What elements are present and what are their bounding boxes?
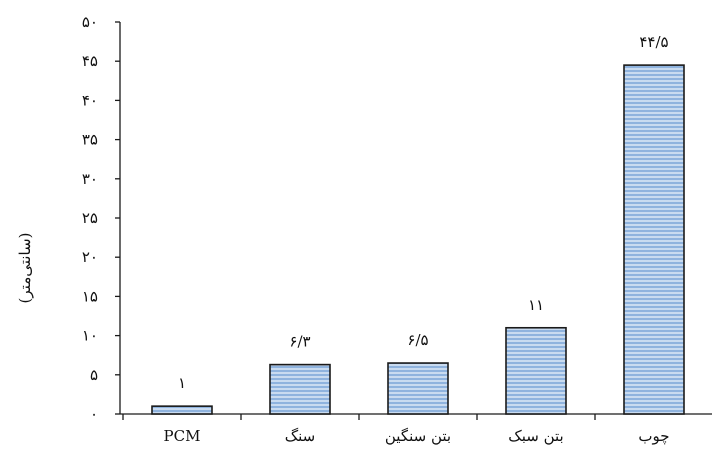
y-tick-label: ۲۵: [82, 209, 98, 227]
x-tick-label: بتن سبک: [508, 427, 563, 445]
bar: [505, 326, 567, 415]
y-axis: ۰ ۵ ۱۰ ۱۵ ۲۰ ۲۵ ۳۰ ۳۵ ۴۰ ۴۵ ۵۰: [82, 13, 121, 423]
bar: [623, 64, 685, 415]
bar: [387, 362, 449, 415]
x-tick-label: PCM: [164, 427, 201, 445]
y-tick-label: ۰: [90, 405, 98, 423]
y-tick-label: ۴۵: [82, 52, 98, 70]
bars: [151, 64, 685, 415]
x-axis: PCM سنگ بتن سنگین بتن سبک چوب: [120, 413, 712, 445]
bar: [269, 363, 331, 415]
data-label: ۱: [178, 374, 186, 392]
y-tick-label: ۳۵: [82, 131, 98, 149]
data-label: ۶/۳: [289, 333, 310, 351]
data-label: ۶/۵: [407, 331, 428, 349]
y-axis-label: (سانتی‌متر): [16, 233, 34, 304]
y-tick-label: ۴۰: [82, 91, 98, 109]
y-tick-label: ۵۰: [82, 13, 98, 31]
y-tick-label: ۱۵: [82, 287, 98, 305]
y-tick-label: ۲۰: [82, 248, 98, 266]
y-tick-label: ۳۰: [82, 170, 98, 188]
data-labels: ۱ ۶/۳ ۶/۵ ۱۱ ۴۴/۵: [178, 33, 669, 392]
y-tick-label: ۵: [90, 366, 98, 384]
data-label: ۱۱: [528, 296, 544, 314]
data-label: ۴۴/۵: [639, 33, 668, 51]
x-tick-label: چوب: [638, 427, 669, 445]
x-tick-label: بتن سنگین: [385, 427, 451, 445]
x-tick-label: سنگ: [285, 427, 316, 445]
y-tick-label: ۱۰: [82, 327, 98, 345]
bar: [151, 405, 213, 415]
